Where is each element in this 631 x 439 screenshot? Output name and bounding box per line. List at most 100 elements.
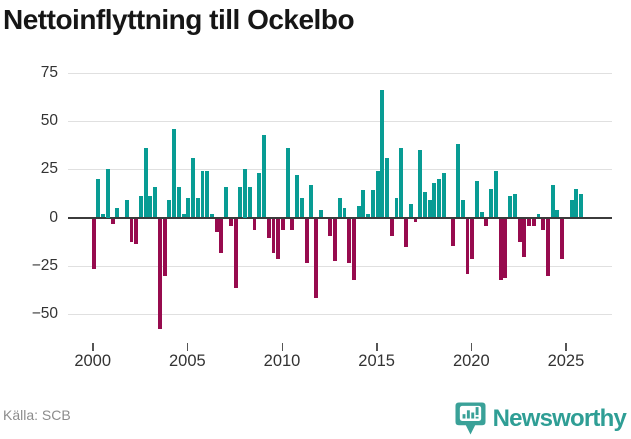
quarter-bar: [427, 200, 432, 218]
quarter-bar: [550, 184, 555, 218]
quarter-bar: [475, 180, 479, 218]
quarter-bar: [337, 198, 342, 218]
quarter-bar: [105, 169, 110, 218]
quarter-bar: [266, 218, 271, 238]
quarter-bar: [555, 209, 560, 218]
quarter-bar: [191, 157, 195, 218]
quarter-bar: [404, 218, 408, 248]
quarter-bar: [574, 188, 579, 218]
quarter-bar: [290, 218, 295, 231]
quarter-bar: [224, 186, 229, 218]
quarter-bar: [394, 198, 399, 218]
y-axis-tick-label: 75: [40, 63, 58, 81]
quarter-bar: [262, 134, 266, 218]
quarter-bar: [314, 218, 319, 298]
quarter-bar: [328, 218, 333, 236]
source-text: Källa: SCB: [3, 407, 71, 423]
quarter-bar: [356, 205, 361, 218]
quarter-bar: [479, 211, 484, 218]
x-axis-tick: [186, 343, 189, 351]
quarter-bar: [295, 175, 300, 218]
quarter-bar: [380, 90, 385, 218]
quarter-bar: [304, 218, 309, 263]
quarter-bar: [470, 218, 475, 260]
quarter-bar: [214, 218, 219, 232]
quarter-bar: [210, 213, 214, 218]
chart-title: Nettoinflyttning till Ockelbo: [3, 4, 355, 35]
quarter-bar: [96, 178, 101, 218]
quarter-bar: [465, 218, 470, 275]
quarter-bar: [546, 218, 550, 277]
quarter-bar: [441, 173, 446, 218]
quarter-bar: [418, 149, 423, 218]
quarter-bar: [200, 171, 205, 218]
quarter-bar: [281, 218, 285, 231]
quarter-bar: [508, 196, 513, 218]
quarter-bar: [347, 218, 352, 263]
quarter-bar: [432, 182, 437, 218]
x-axis-tick-label: 2010: [263, 352, 301, 370]
quarter-bar: [527, 218, 531, 227]
quarter-bar: [181, 213, 186, 218]
quarter-bar: [110, 218, 115, 225]
x-axis-tick-label: 2000: [74, 352, 112, 370]
quarter-bar: [115, 207, 120, 218]
quarter-bar: [389, 218, 394, 236]
y-axis-tick-label: 25: [40, 160, 58, 178]
quarter-bar: [276, 218, 281, 260]
quarter-bar: [408, 203, 413, 218]
quarter-bar: [257, 173, 262, 218]
x-axis-tick: [565, 343, 567, 351]
y-gridline: [68, 121, 612, 122]
quarter-bar: [342, 207, 347, 218]
quarter-bar: [517, 218, 522, 242]
quarter-bar: [233, 218, 238, 288]
quarter-bar: [157, 218, 162, 329]
quarter-bar: [536, 213, 541, 218]
quarter-bar: [186, 198, 191, 218]
quarter-bar: [399, 148, 404, 218]
quarter-bar: [172, 128, 177, 218]
quarter-bar: [460, 200, 465, 218]
quarter-bar: [522, 218, 527, 258]
quarter-bar: [318, 209, 323, 218]
x-axis-tick-label: 2020: [452, 352, 490, 370]
quarter-bar: [176, 186, 181, 218]
zero-axis-line: [68, 216, 612, 219]
y-axis-tick-label: −50: [31, 305, 58, 322]
y-gridline: [68, 169, 612, 171]
y-gridline: [68, 314, 612, 315]
quarter-bar: [541, 218, 546, 231]
newsworthy-logo: Newsworthy: [455, 402, 627, 436]
quarter-bar: [271, 218, 276, 254]
quarter-bar: [205, 171, 210, 218]
quarter-bar: [361, 190, 366, 218]
quarter-bar: [299, 198, 304, 218]
quarter-bar: [437, 178, 442, 218]
quarter-bar: [167, 200, 172, 218]
y-axis-tick-label: −25: [31, 256, 58, 274]
x-axis-tick: [92, 343, 94, 351]
quarter-bar: [153, 186, 158, 218]
y-gridline: [68, 72, 612, 74]
quarter-bar: [569, 200, 574, 218]
quarter-bar: [498, 218, 503, 281]
quarter-bar: [162, 218, 167, 277]
quarter-bar: [219, 218, 224, 254]
quarter-bar: [560, 218, 565, 260]
x-axis-tick: [470, 343, 473, 351]
quarter-bar: [351, 218, 356, 281]
quarter-bar: [285, 148, 290, 218]
quarter-bar: [512, 194, 517, 218]
quarter-bar: [134, 218, 139, 244]
quarter-bar: [228, 218, 233, 227]
quarter-bar: [148, 196, 153, 218]
x-axis-tick-label: 2015: [358, 352, 395, 370]
quarter-bar: [129, 218, 134, 242]
quarter-bar: [101, 213, 106, 218]
quarter-bar: [451, 218, 456, 246]
bar-chart-badge-icon: [455, 402, 486, 436]
quarter-bar: [370, 190, 375, 218]
quarter-bar: [484, 218, 489, 227]
